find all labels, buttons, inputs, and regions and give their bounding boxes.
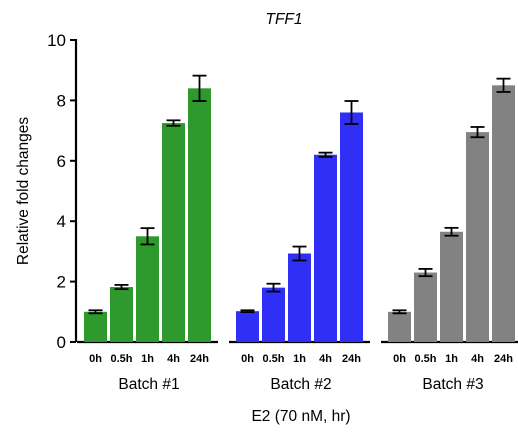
x-tick-label: 0.5h bbox=[110, 353, 132, 365]
y-tick-label: 6 bbox=[57, 152, 66, 171]
x-tick-label: 4h bbox=[319, 353, 332, 365]
bar bbox=[84, 311, 107, 342]
bar-groups: 0h 0.5h 1h 4h 24h Batch #1 0h 0.5h 1h 4h 24h Batch … bbox=[77, 74, 518, 393]
x-tick-label: 0.5h bbox=[414, 353, 436, 365]
bar bbox=[314, 154, 337, 342]
bar bbox=[340, 112, 363, 342]
bar bbox=[388, 311, 411, 342]
y-axis-title: Relative fold changes bbox=[15, 117, 32, 265]
bar bbox=[162, 123, 185, 342]
group-label: Batch #1 bbox=[118, 376, 179, 393]
bar bbox=[492, 85, 515, 343]
x-tick-label: 24h bbox=[494, 353, 513, 365]
y-tick-label: 10 bbox=[47, 31, 66, 50]
bar bbox=[136, 236, 159, 342]
bar bbox=[262, 287, 285, 342]
x-tick-label: 0h bbox=[89, 353, 102, 365]
y-tick-label: 8 bbox=[57, 91, 66, 110]
group-label: Batch #2 bbox=[270, 376, 331, 393]
bar-group: 0h 0.5h 1h 4h 24h Batch #1 bbox=[77, 74, 218, 393]
bar bbox=[466, 132, 489, 342]
y-tick-label: 4 bbox=[57, 212, 66, 231]
group-label: Batch #3 bbox=[422, 376, 483, 393]
bar bbox=[236, 311, 259, 342]
y-tick-label: 2 bbox=[57, 273, 66, 292]
bar bbox=[414, 272, 437, 342]
y-axis: 0 2 4 6 8 10 bbox=[47, 31, 78, 352]
x-tick-label: 0.5h bbox=[262, 353, 284, 365]
x-tick-label: 24h bbox=[190, 353, 209, 365]
bar-group: 0h 0.5h 1h 4h 24h Batch #2 bbox=[229, 100, 370, 393]
bar bbox=[110, 287, 133, 342]
x-tick-label: 1h bbox=[445, 353, 458, 365]
x-tick-label: 24h bbox=[342, 353, 361, 365]
y-tick-label: 0 bbox=[57, 333, 66, 352]
bar bbox=[188, 88, 211, 342]
bar bbox=[288, 253, 311, 342]
x-tick-label: 4h bbox=[167, 353, 180, 365]
x-tick-label: 0h bbox=[393, 353, 406, 365]
x-tick-label: 4h bbox=[471, 353, 484, 365]
x-axis-title: E2 (70 nM, hr) bbox=[251, 408, 350, 425]
bar-group: 0h 0.5h 1h 4h 24h Batch #3 bbox=[381, 77, 518, 393]
chart-title: TFF1 bbox=[265, 11, 302, 28]
x-tick-label: 1h bbox=[141, 353, 154, 365]
x-tick-label: 0h bbox=[241, 353, 254, 365]
bar bbox=[440, 231, 463, 342]
x-tick-label: 1h bbox=[293, 353, 306, 365]
